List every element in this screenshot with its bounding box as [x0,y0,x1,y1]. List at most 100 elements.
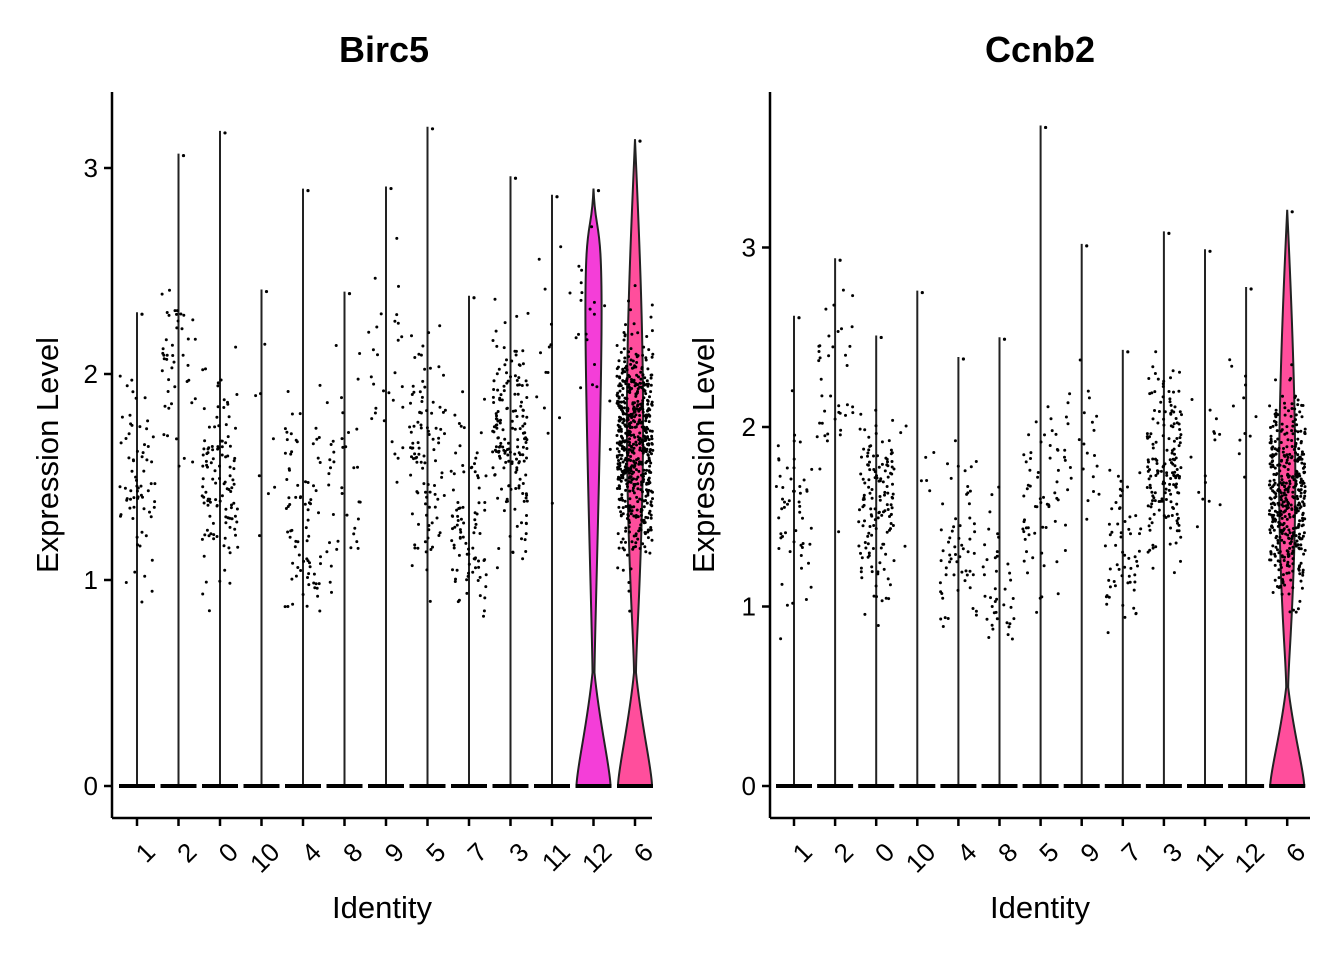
y-tick-label: 3 [84,153,98,183]
x-tick-label: 12 [1228,837,1270,879]
points-1 [118,374,157,604]
max-point-7 [1126,350,1130,354]
points-1 [774,389,814,641]
x-axis-title: Identity [332,890,432,925]
violin-group-11 [534,194,572,788]
points-7 [1103,468,1143,635]
max-point-3 [1167,231,1171,235]
max-point-4 [961,357,966,361]
points-2 [160,288,197,468]
points-0 [857,408,896,627]
x-tick-label: 3 [503,837,534,868]
violin-group-3 [1145,231,1184,788]
violin-group-11 [1187,249,1223,788]
y-axis-title: Expression Level [686,337,721,573]
points-4 [283,383,323,613]
points-3 [491,297,530,570]
x-tick-label: 9 [379,837,410,868]
y-tick-label: 1 [742,592,756,622]
max-point-8 [1002,337,1007,341]
violin-group-10 [243,289,280,788]
points-2 [815,288,855,534]
x-tick-label: 4 [951,837,982,868]
x-tick-label: 11 [536,837,576,877]
points-11 [535,245,572,505]
x-tick-label: 7 [462,837,493,868]
x-axis-title: Identity [990,890,1090,925]
x-tick-label: 2 [171,837,202,868]
points-7 [449,390,488,618]
y-tick-label: 2 [84,359,98,389]
max-point-10 [920,290,924,295]
max-point-3 [513,176,518,180]
y-axis-title: Expression Level [30,337,65,573]
points-9 [367,236,405,484]
x-tick-label: 0 [869,837,900,868]
max-point-1 [140,312,144,316]
x-tick-label: 11 [1189,837,1229,877]
violin-group-9 [367,186,405,788]
violin-group-7 [1103,349,1143,788]
violin-group-0 [857,335,896,788]
violin-group-1 [118,312,157,788]
x-tick-label: 1 [787,837,818,868]
max-point-5 [430,127,435,131]
points-3 [1145,350,1184,575]
points-8 [981,485,1016,641]
max-point-10 [264,289,269,294]
x-tick-label: 8 [992,837,1023,868]
points-12 [574,225,612,451]
max-point-6 [638,139,642,143]
violin-group-4 [938,356,978,788]
points-0 [200,345,240,613]
x-tick-label: 4 [296,837,327,868]
points-11 [1189,398,1222,529]
points-6 [615,284,655,613]
x-tick-label: 12 [576,837,618,879]
points-6 [1267,363,1307,614]
violin-group-1 [774,315,814,788]
violin-group-10 [899,290,936,788]
violin-group-12 [574,188,612,788]
points-12 [1228,358,1258,479]
x-tick-label: 10 [900,837,942,879]
points-8 [325,344,362,594]
violin-group-7 [449,295,488,788]
x-tick-label: 5 [420,837,451,868]
violin-group-2 [815,258,855,788]
points-9 [1063,358,1101,552]
violin-group-5 [1021,125,1060,788]
max-point-0 [223,131,227,135]
violin-group-3 [491,176,530,788]
violin-shape-12 [575,188,612,787]
violin-group-4 [283,188,323,788]
violin-group-8 [981,337,1018,788]
panel-title: Birc5 [339,29,429,70]
points-4 [938,439,978,628]
max-point-7 [472,296,476,300]
points-5 [408,324,447,603]
max-point-11 [555,195,559,199]
max-point-5 [1044,125,1048,130]
y-tick-label: 0 [84,771,98,801]
points-10 [899,424,936,548]
y-tick-label: 1 [84,565,98,595]
max-point-8 [347,292,352,296]
x-tick-label: 2 [828,837,859,868]
violin-group-0 [200,130,240,788]
y-tick-label: 2 [742,412,756,442]
max-point-9 [389,186,393,191]
x-tick-label: 1 [130,837,161,868]
x-tick-label: 6 [1280,837,1311,868]
y-tick-label: 0 [742,771,756,801]
max-point-2 [181,153,186,158]
violin-group-9 [1063,243,1101,788]
x-tick-label: 7 [1115,837,1146,868]
violin-group-6 [615,139,655,788]
points-10 [254,342,277,538]
violin-group-6 [1267,209,1307,788]
points-5 [1021,405,1060,614]
